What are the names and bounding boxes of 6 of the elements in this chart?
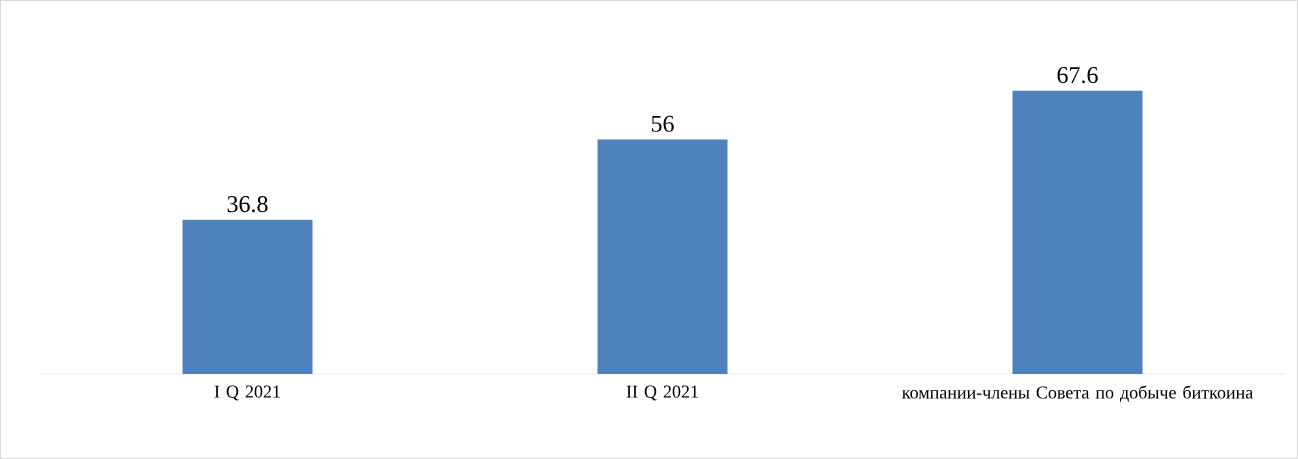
x-tick-label: I Q 2021	[214, 385, 280, 401]
data-label: 36.8	[227, 195, 268, 213]
data-label: 56	[651, 115, 674, 132]
x-tick-label: II Q 2021	[626, 385, 698, 401]
x-tick-label: компании-члены Совета по добыче биткоина	[902, 385, 1253, 402]
data-label: 67.6	[1057, 67, 1098, 84]
